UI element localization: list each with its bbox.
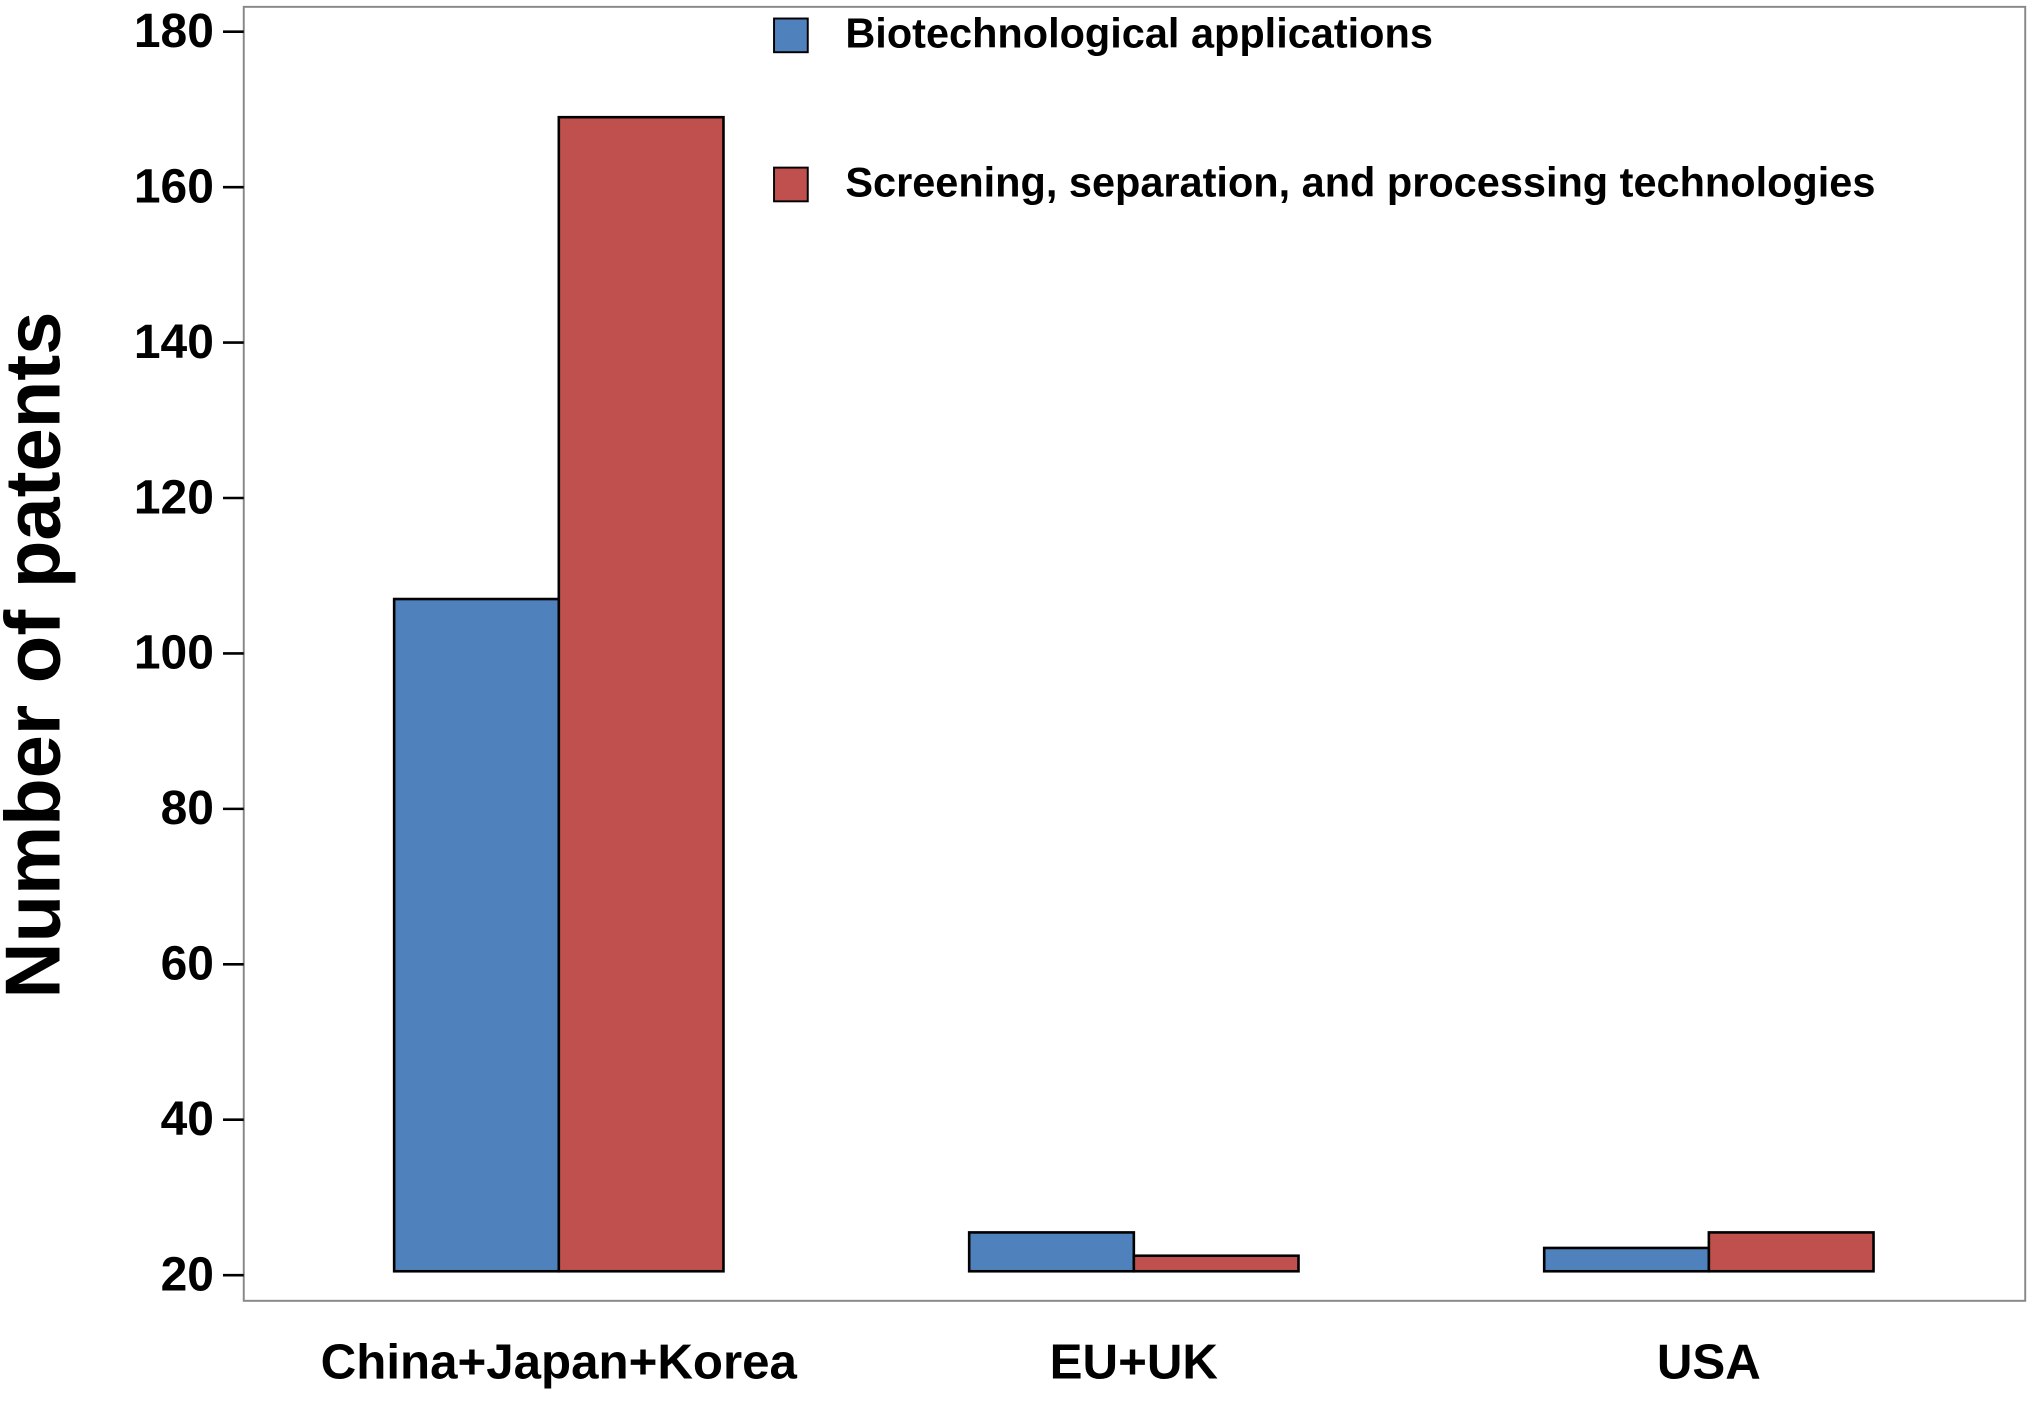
y-tick-label: 40 xyxy=(161,1093,214,1146)
y-tick-label: 180 xyxy=(134,5,214,58)
bar xyxy=(1542,1246,1711,1273)
x-tick-label: China+Japan+Korea xyxy=(321,1335,798,1390)
x-tick-label: USA xyxy=(1657,1335,1761,1390)
bar xyxy=(557,115,725,1273)
y-tick-label: 80 xyxy=(161,782,214,835)
y-tick-label: 140 xyxy=(134,316,214,369)
y-tick-label: 160 xyxy=(134,160,214,213)
y-tick-label: 120 xyxy=(134,471,214,524)
legend-label: Biotechnological applications xyxy=(845,10,1433,57)
y-tick-label: 100 xyxy=(134,627,214,680)
bar xyxy=(967,1231,1136,1273)
bar xyxy=(1132,1254,1300,1273)
legend-swatch xyxy=(773,17,809,54)
bar xyxy=(392,597,561,1273)
x-tick-label: EU+UK xyxy=(1050,1335,1219,1390)
y-tick-label: 20 xyxy=(161,1248,214,1301)
legend-swatch xyxy=(773,166,809,203)
legend-label: Screening, separation, and processing te… xyxy=(845,159,1875,206)
y-axis-title: Number of patents xyxy=(0,312,76,999)
y-tick-label: 60 xyxy=(161,938,214,991)
bar xyxy=(1707,1231,1875,1273)
